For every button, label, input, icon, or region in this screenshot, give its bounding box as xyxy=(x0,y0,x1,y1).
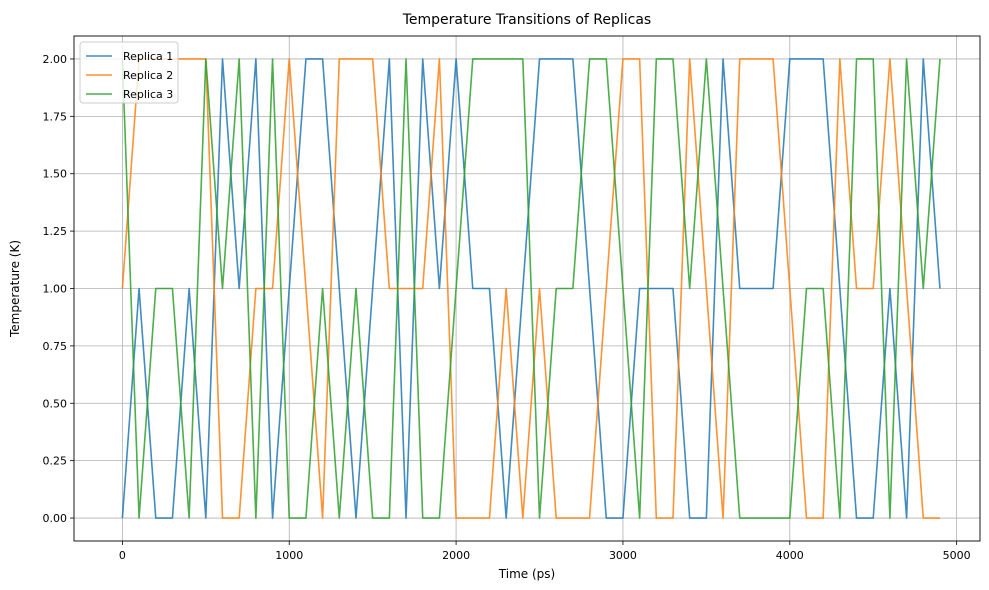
x-axis: 0 1000 2000 3000 4000 5000 xyxy=(119,541,971,562)
series-line-replica-3 xyxy=(121,58,941,519)
x-axis-label: Time (ps) xyxy=(498,567,555,581)
y-tick-label: 0.75 xyxy=(43,340,68,353)
y-tick-label: 1.25 xyxy=(43,225,68,238)
y-tick-label: 0.50 xyxy=(43,397,68,410)
y-tick-label: 0.25 xyxy=(43,455,68,468)
series-layer xyxy=(121,58,941,519)
y-tick-label: 1.75 xyxy=(43,110,68,123)
series-line-replica-2 xyxy=(121,58,940,519)
legend-label: Replica 2 xyxy=(123,69,173,82)
x-tick-label: 0 xyxy=(119,549,126,562)
y-tick-label: 2.00 xyxy=(43,53,68,66)
y-tick-label: 1.00 xyxy=(43,283,68,296)
legend-label: Replica 3 xyxy=(123,88,173,101)
x-tick-label: 3000 xyxy=(609,549,637,562)
chart-title: Temperature Transitions of Replicas xyxy=(402,12,651,28)
legend-label: Replica 1 xyxy=(123,50,173,63)
y-axis-label: Temperature (K) xyxy=(8,240,22,338)
x-tick-label: 4000 xyxy=(776,549,804,562)
x-tick-label: 1000 xyxy=(275,549,303,562)
series-line-replica-1 xyxy=(121,58,941,519)
y-tick-label: 0.00 xyxy=(43,512,68,525)
y-tick-label: 1.50 xyxy=(43,168,68,181)
y-axis: 0.00 0.25 0.50 0.75 1.00 1.25 1.50 1.75 2.00 xyxy=(43,53,74,525)
legend: Replica 1 Replica 2 Replica 3 xyxy=(79,41,179,104)
legend-box xyxy=(79,41,179,104)
x-tick-label: 5000 xyxy=(943,549,971,562)
x-tick-label: 2000 xyxy=(442,549,470,562)
